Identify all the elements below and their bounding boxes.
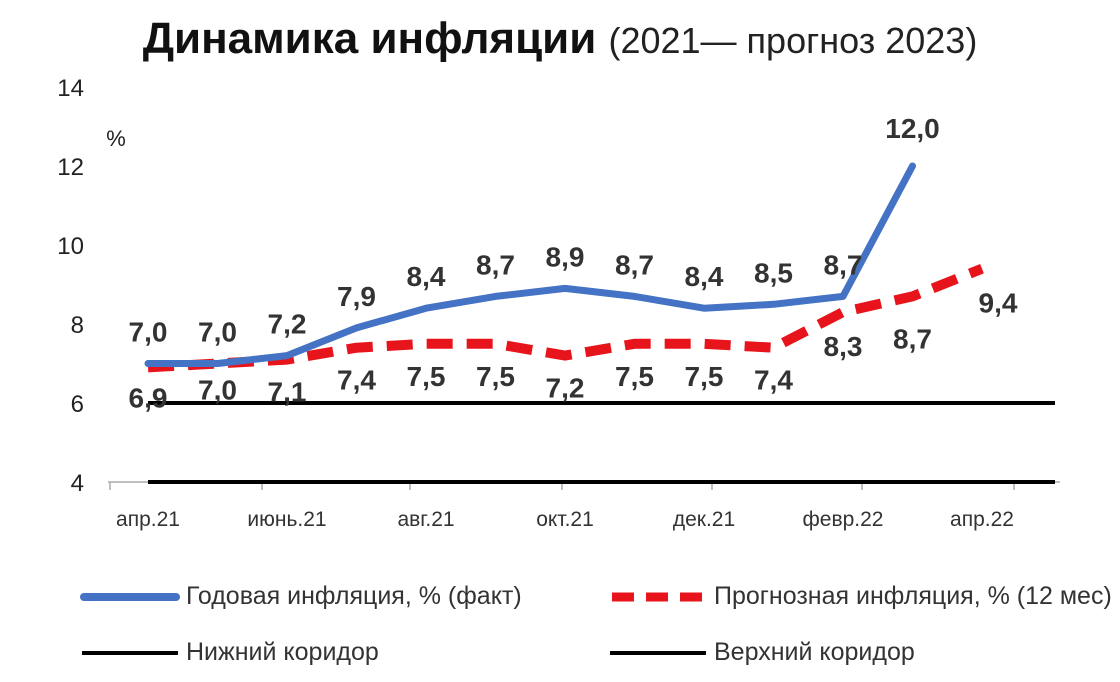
y-tick-label: 14 xyxy=(57,75,84,102)
actual-data-label: 8,5 xyxy=(754,257,793,288)
legend-item-forecast: Прогнозная инфляция, % (12 мес) xyxy=(608,582,1112,611)
y-tick-label: 12 xyxy=(57,154,84,181)
actual-data-label: 8,7 xyxy=(824,249,863,280)
x-tick-label: апр.21 xyxy=(116,508,180,531)
x-tick-label: июнь.21 xyxy=(247,508,326,531)
forecast-data-label: 7,5 xyxy=(685,361,724,392)
forecast-data-label: 7,4 xyxy=(754,365,793,396)
legend-label-upper: Верхний коридор xyxy=(714,638,915,666)
legend-swatch-actual xyxy=(80,592,180,601)
forecast-data-label: 8,3 xyxy=(824,331,863,362)
actual-data-label: 8,4 xyxy=(685,261,724,292)
legend-label-forecast: Прогнозная инфляция, % (12 мес) xyxy=(714,582,1112,610)
legend-item-upper: Верхний коридор xyxy=(608,638,915,667)
x-tick-label: окт.21 xyxy=(536,508,594,531)
y-tick-label: 10 xyxy=(57,233,84,260)
forecast-data-label: 7,4 xyxy=(337,365,376,396)
y-tick-label: 6 xyxy=(71,391,84,418)
title-main: Динамика инфляции xyxy=(142,14,597,63)
forecast-data-label: 7,5 xyxy=(407,361,446,392)
actual-data-label: 8,4 xyxy=(407,261,446,292)
chart-legend: Годовая инфляция, % (факт) Прогнозная ин… xyxy=(0,570,1120,682)
actual-data-label: 12,0 xyxy=(885,113,940,144)
legend-item-actual: Годовая инфляция, % (факт) xyxy=(80,582,522,611)
legend-swatch-forecast xyxy=(612,592,704,601)
legend-label-actual: Годовая инфляция, % (факт) xyxy=(186,582,522,610)
actual-data-label: 7,2 xyxy=(268,309,307,340)
legend-swatch-upper xyxy=(610,650,706,655)
legend-swatch-lower xyxy=(82,650,178,655)
x-tick-label: апр.22 xyxy=(950,508,1014,531)
y-tick-label: 4 xyxy=(71,470,84,497)
y-tick-label: 8 xyxy=(71,312,84,339)
forecast-series-line xyxy=(147,264,984,373)
actual-series-line xyxy=(144,162,916,367)
actual-data-label: 7,0 xyxy=(198,317,237,348)
x-tick-label: дек.21 xyxy=(673,508,735,531)
y-axis-label: % xyxy=(106,126,126,151)
forecast-data-label: 7,1 xyxy=(268,377,307,408)
x-tick-label: авг.21 xyxy=(397,508,454,531)
forecast-data-label: 7,0 xyxy=(198,375,237,406)
chart-plot: 4 6 8 10 12 14% апр.21 июнь.21 авг.21 окт.21 дек.2… xyxy=(57,75,1060,531)
title-subtitle: (2021— прогноз 2023) xyxy=(608,20,978,61)
actual-data-label: 8,7 xyxy=(476,249,515,280)
actual-data-label: 8,9 xyxy=(546,241,585,272)
chart-title: Динамика инфляции (2021— прогноз 2023) xyxy=(0,14,1120,64)
forecast-data-label: 9,4 xyxy=(979,288,1018,319)
forecast-data-label: 7,5 xyxy=(615,361,654,392)
legend-label-lower: Нижний коридор xyxy=(186,638,379,666)
legend-item-lower: Нижний коридор xyxy=(80,638,379,667)
actual-data-label: 8,7 xyxy=(615,249,654,280)
actual-data-label: 7,9 xyxy=(337,281,376,312)
forecast-data-label: 8,7 xyxy=(893,323,932,354)
forecast-data-label: 7,5 xyxy=(476,361,515,392)
actual-data-label: 7,0 xyxy=(129,317,168,348)
forecast-data-label: 6,9 xyxy=(129,382,168,413)
x-tick-label: февр.22 xyxy=(803,508,884,531)
forecast-data-label: 7,2 xyxy=(546,373,585,404)
